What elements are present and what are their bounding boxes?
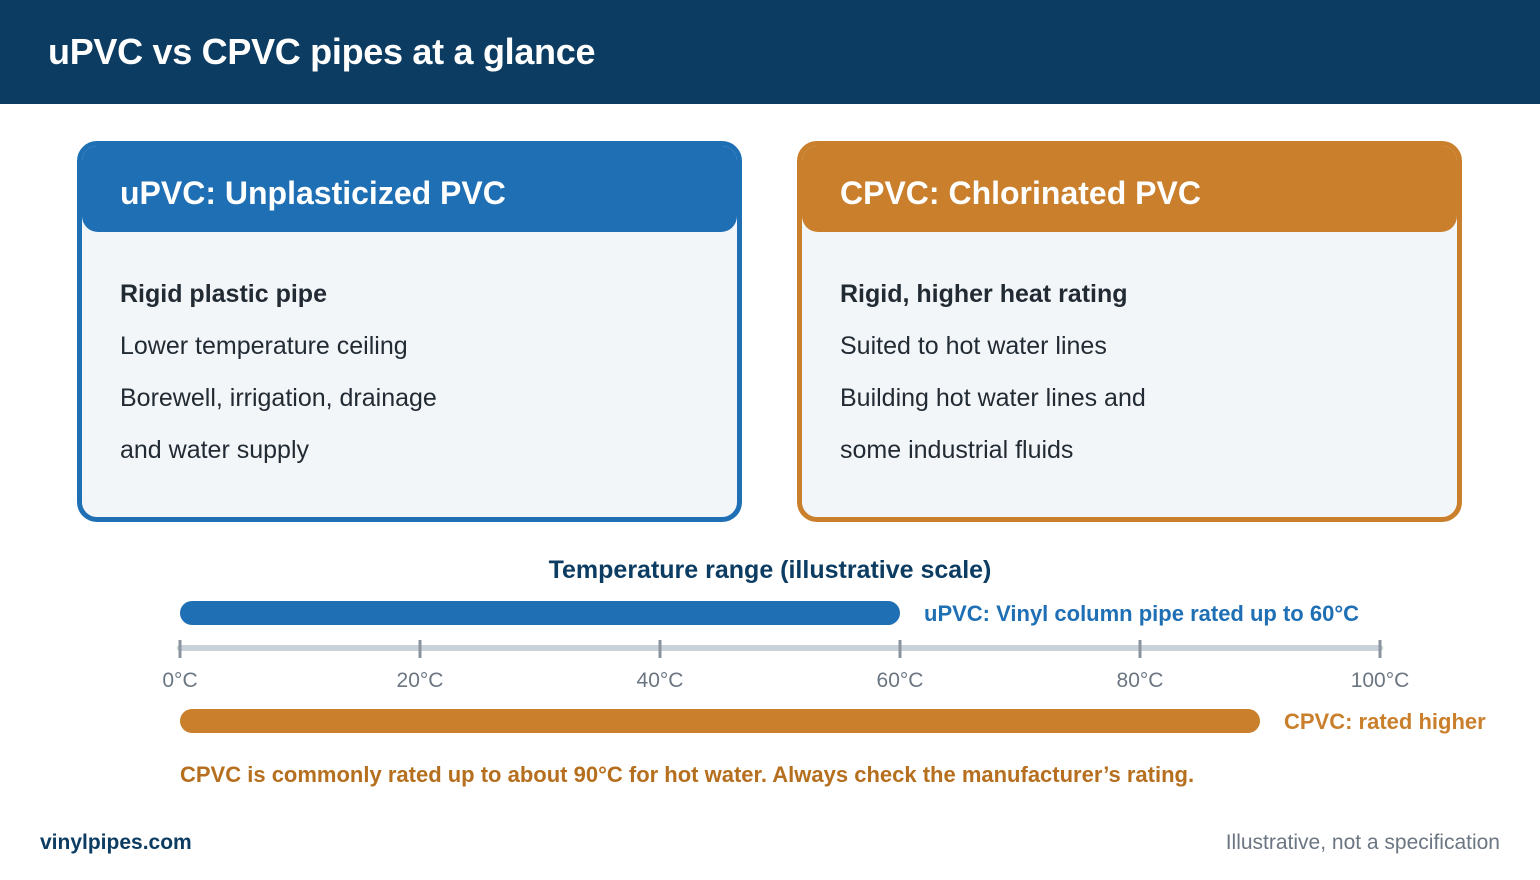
cpvc-card-line: some industrial fluids [840, 436, 1074, 464]
page-title: uPVC vs CPVC pipes at a glance [48, 31, 596, 72]
upvc-temperature-bar [180, 601, 900, 625]
upvc-card-line: Borewell, irrigation, drainage [120, 384, 437, 412]
cpvc-rating-note: CPVC is commonly rated up to about 90°C … [180, 762, 1195, 787]
disclaimer-note: Illustrative, not a specification [1225, 831, 1500, 854]
axis-tick-label: 20°C [397, 669, 444, 692]
axis-tick-label: 60°C [877, 669, 924, 692]
upvc-card-line: Rigid plastic pipe [120, 280, 327, 308]
cpvc-card: CPVC: Chlorinated PVC Rigid, higher heat… [797, 141, 1462, 522]
upvc-bar-label: uPVC: Vinyl column pipe rated up to 60°C [924, 601, 1359, 626]
cpvc-card-title: CPVC: Chlorinated PVC [840, 175, 1201, 211]
temperature-ticks: 0°C 20°C 40°C 60°C 80°C 100°C [162, 640, 1409, 692]
upvc-card: uPVC: Unplasticized PVC Rigid plastic pi… [77, 141, 742, 522]
upvc-card-title: uPVC: Unplasticized PVC [120, 175, 506, 211]
cpvc-card-header: CPVC: Chlorinated PVC [802, 146, 1457, 232]
upvc-card-line: Lower temperature ceiling [120, 332, 408, 360]
cpvc-card-line: Building hot water lines and [840, 384, 1146, 412]
temperature-scale: 0°C 20°C 40°C 60°C 80°C 100°C uPVC: Vinyl col… [162, 601, 1486, 734]
upvc-card-line: and water supply [120, 436, 310, 464]
cpvc-bar-label: CPVC: rated higher [1284, 709, 1486, 734]
axis-tick-label: 80°C [1117, 669, 1164, 692]
temperature-scale-title: Temperature range (illustrative scale) [548, 556, 992, 584]
axis-tick-label: 0°C [162, 669, 197, 692]
header-bar: uPVC vs CPVC pipes at a glance [0, 0, 1540, 104]
cpvc-card-line: Rigid, higher heat rating [840, 280, 1128, 308]
upvc-card-header: uPVC: Unplasticized PVC [82, 146, 737, 232]
axis-tick-label: 100°C [1351, 669, 1410, 692]
cpvc-temperature-bar [180, 709, 1260, 733]
cpvc-card-line: Suited to hot water lines [840, 332, 1107, 360]
axis-tick-label: 40°C [637, 669, 684, 692]
upvc-card-body: Rigid plastic pipe Lower temperature cei… [120, 268, 437, 476]
cpvc-card-body: Rigid, higher heat rating Suited to hot … [840, 268, 1146, 476]
site-brand: vinylpipes.com [40, 831, 192, 854]
